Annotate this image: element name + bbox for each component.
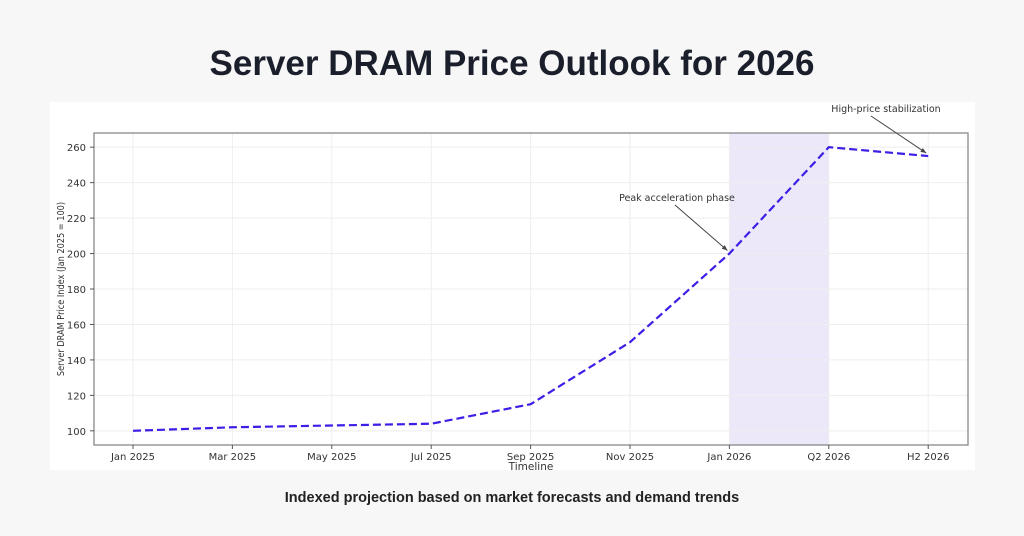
page-title: Server DRAM Price Outlook for 2026: [209, 44, 815, 83]
annotation-label: High-price stabilization: [831, 104, 940, 115]
y-tick-label: 200: [67, 250, 86, 261]
y-tick-label: 100: [67, 427, 86, 438]
y-tick-label: 140: [67, 356, 86, 367]
annotation-arrowhead: [920, 148, 927, 154]
y-tick-label: 160: [67, 320, 86, 331]
chart-figure: 100 120 140 160 180 200 220 240 260 Jan 2025 Mar 2…: [50, 102, 975, 473]
y-tick-label: 260: [67, 143, 86, 154]
y-tick-label: 220: [67, 214, 86, 225]
x-tick-label: Jan 2025: [110, 452, 155, 463]
y-tick-label: 180: [67, 285, 86, 296]
y-tick-label: 120: [67, 391, 86, 402]
x-tick-label: Jan 2026: [706, 452, 751, 463]
x-tick-label: H2 2026: [907, 452, 950, 463]
x-axis-label: Timeline: [508, 461, 554, 470]
y-axis-label: Server DRAM Price Index (Jan 2025 = 100): [56, 202, 67, 376]
line-chart: 100 120 140 160 180 200 220 240 260 Jan 2025 Mar 2…: [56, 104, 969, 473]
annotation-label: Peak acceleration phase: [619, 193, 735, 204]
annotation-arrow: [870, 115, 927, 154]
x-tick-label: May 2025: [307, 452, 356, 463]
x-tick-label: Jul 2025: [410, 452, 452, 463]
annotation-arrowhead: [721, 245, 728, 251]
annotation-arrow: [674, 204, 728, 251]
y-tick-label: 240: [67, 179, 86, 190]
chart-subtitle: Indexed projection based on market forec…: [284, 490, 740, 506]
x-tick-label: Mar 2025: [209, 452, 257, 463]
x-tick-label: Q2 2026: [807, 452, 850, 463]
x-tick-label: Nov 2025: [606, 452, 654, 463]
x-tick-label: Sep 2025: [507, 452, 554, 463]
